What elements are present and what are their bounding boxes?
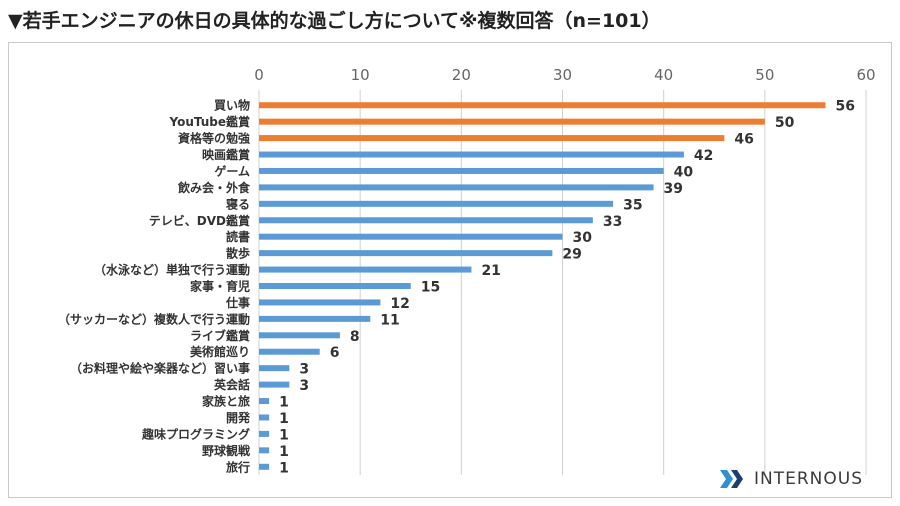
category-label: 映画鑑賞 bbox=[202, 147, 250, 162]
value-label: 46 bbox=[734, 132, 753, 148]
chart-title: ▼若手エンジニアの休日の具体的な過ごし方について※複数回答（n=101） bbox=[8, 10, 661, 32]
category-label: 飲み会・外食 bbox=[177, 180, 251, 195]
category-label: 読書 bbox=[226, 229, 250, 244]
x-tick-label: 10 bbox=[351, 66, 370, 84]
value-label: 1 bbox=[279, 395, 289, 411]
category-label: ライブ鑑賞 bbox=[190, 328, 250, 343]
bar-0 bbox=[259, 102, 826, 109]
category-label: 家事・育児 bbox=[190, 279, 250, 294]
x-tick-label: 0 bbox=[254, 66, 264, 84]
value-label: 1 bbox=[279, 411, 289, 427]
x-tick-label: 20 bbox=[452, 66, 471, 84]
value-label: 42 bbox=[694, 148, 713, 164]
category-label: 趣味プログラミング bbox=[141, 426, 250, 441]
value-label: 8 bbox=[350, 329, 360, 345]
x-tick-label: 60 bbox=[856, 66, 875, 84]
category-label: （お料理や絵や楽器など）習い事 bbox=[70, 361, 250, 376]
value-label: 35 bbox=[623, 197, 642, 213]
value-label: 3 bbox=[299, 362, 309, 378]
value-label: 56 bbox=[836, 99, 855, 115]
value-label: 12 bbox=[390, 296, 409, 312]
category-label: 買い物 bbox=[214, 98, 250, 113]
category-label: ゲーム bbox=[214, 163, 250, 178]
value-label: 1 bbox=[279, 427, 289, 443]
category-label: 旅行 bbox=[226, 459, 250, 474]
brand-logo-text: INTERNOUS bbox=[754, 469, 863, 489]
value-label: 50 bbox=[775, 115, 795, 131]
category-label: 開発 bbox=[226, 410, 251, 425]
internous-logo-icon bbox=[720, 470, 743, 488]
bar-16 bbox=[259, 365, 290, 372]
x-tick-label: 40 bbox=[654, 66, 673, 84]
bar-8 bbox=[259, 233, 563, 240]
category-label: 寝る bbox=[226, 196, 250, 211]
bar-1 bbox=[259, 118, 765, 125]
bar-11 bbox=[259, 283, 411, 289]
value-label: 1 bbox=[279, 444, 289, 460]
category-label: YouTube鑑賞 bbox=[168, 114, 250, 129]
category-label: 美術館巡り bbox=[190, 344, 250, 359]
category-label: 仕事 bbox=[225, 295, 250, 310]
bar-2 bbox=[259, 135, 725, 142]
bar-9 bbox=[259, 250, 553, 257]
brand-logo: INTERNOUS bbox=[718, 466, 863, 492]
bar-3 bbox=[259, 151, 684, 158]
category-label: （水泳など）単独で行う運動 bbox=[94, 262, 250, 277]
value-label: 29 bbox=[562, 247, 581, 263]
bar-12 bbox=[259, 299, 381, 306]
bar-5 bbox=[259, 184, 654, 191]
bar-19 bbox=[259, 414, 270, 421]
bar-6 bbox=[259, 200, 614, 207]
value-label: 1 bbox=[279, 460, 289, 476]
category-label: 資格等の勉強 bbox=[178, 131, 250, 146]
bar-14 bbox=[259, 332, 340, 339]
value-label: 15 bbox=[421, 280, 440, 296]
bar-4 bbox=[259, 167, 664, 174]
category-label: 家族と旅 bbox=[202, 394, 250, 409]
category-label: 英会話 bbox=[214, 377, 250, 392]
bar-17 bbox=[259, 381, 290, 388]
bar-21 bbox=[259, 447, 270, 454]
bar-20 bbox=[259, 430, 270, 437]
value-label: 3 bbox=[299, 378, 309, 394]
value-label: 21 bbox=[481, 263, 500, 279]
value-label: 39 bbox=[664, 181, 683, 197]
value-label: 30 bbox=[573, 230, 593, 246]
value-label: 11 bbox=[380, 312, 399, 328]
category-label: 散歩 bbox=[226, 246, 250, 261]
x-tick-label: 30 bbox=[553, 66, 572, 84]
category-label: テレビ、DVD鑑賞 bbox=[149, 213, 250, 228]
value-label: 33 bbox=[603, 214, 622, 230]
bar-10 bbox=[259, 266, 472, 273]
category-label: 野球観戦 bbox=[202, 443, 251, 458]
bar-15 bbox=[259, 348, 320, 355]
bar-7 bbox=[259, 217, 593, 224]
bar-13 bbox=[259, 315, 371, 322]
bar-22 bbox=[259, 463, 270, 470]
bar-18 bbox=[259, 398, 270, 405]
x-tick-label: 50 bbox=[755, 66, 774, 84]
value-label: 40 bbox=[674, 164, 694, 180]
value-label: 6 bbox=[330, 345, 340, 361]
category-label: （サッカーなど）複数人で行う運動 bbox=[58, 311, 250, 326]
